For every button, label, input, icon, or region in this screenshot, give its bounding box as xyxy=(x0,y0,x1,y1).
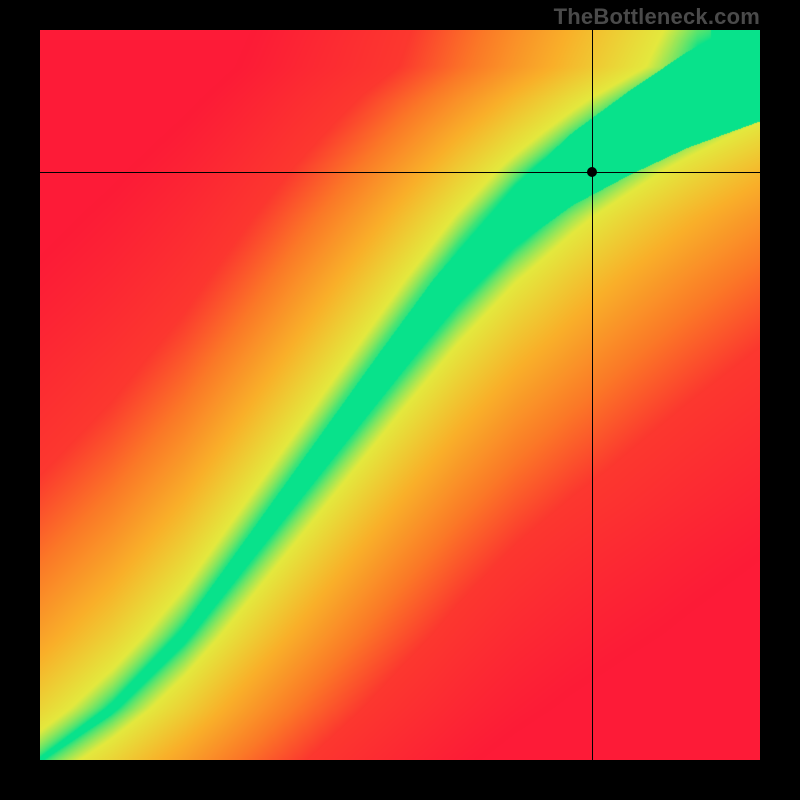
heatmap-plot xyxy=(40,30,760,760)
crosshair-marker xyxy=(587,167,597,177)
watermark-text: TheBottleneck.com xyxy=(554,4,760,30)
crosshair-horizontal xyxy=(40,172,760,173)
crosshair-vertical xyxy=(592,30,593,760)
heatmap-canvas xyxy=(40,30,760,760)
